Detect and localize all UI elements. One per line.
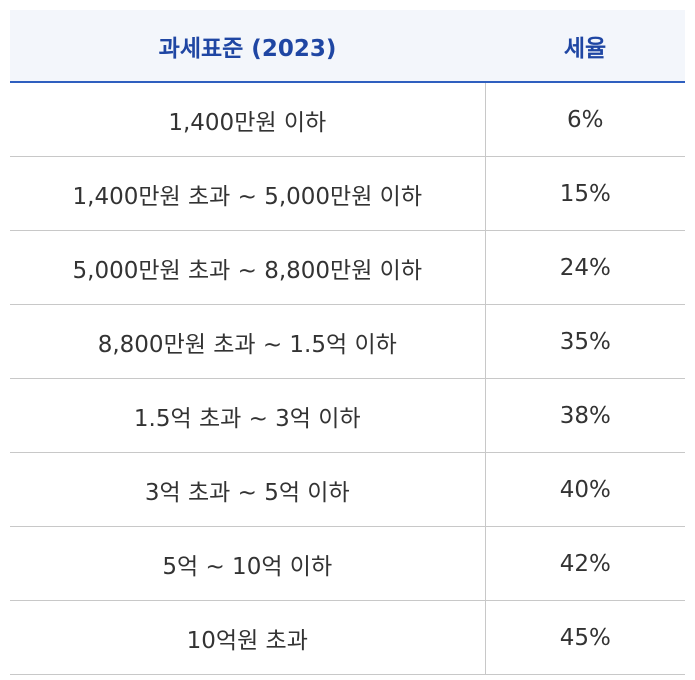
table-row: 1,400만원 이하 6% xyxy=(10,82,685,157)
tax-bracket: 5억 ~ 10억 이하 xyxy=(10,526,486,601)
tax-rate: 38% xyxy=(485,378,685,453)
table-row: 8,800만원 초과 ~ 1.5억 이하 35% xyxy=(10,304,685,379)
table-row: 10억원 초과 45% xyxy=(10,600,685,675)
tax-rate: 6% xyxy=(485,82,685,157)
tax-bracket: 10억원 초과 xyxy=(10,600,486,675)
tax-bracket: 3억 초과 ~ 5억 이하 xyxy=(10,452,486,527)
tax-rate: 42% xyxy=(485,526,685,601)
tax-rate: 35% xyxy=(485,304,685,379)
tax-bracket: 5,000만원 초과 ~ 8,800만원 이하 xyxy=(10,230,486,305)
tax-bracket: 1.5억 초과 ~ 3억 이하 xyxy=(10,378,486,453)
tax-bracket: 8,800만원 초과 ~ 1.5억 이하 xyxy=(10,304,486,379)
table-body: 1,400만원 이하 6% 1,400만원 초과 ~ 5,000만원 이하 15% 5,… xyxy=(10,82,685,675)
table-row: 1.5억 초과 ~ 3억 이하 38% xyxy=(10,378,685,453)
tax-rate: 15% xyxy=(485,156,685,231)
tax-table-container: 과세표준 (2023) 세율 1,400만원 이하 6% 1,400만원 초과 ~ 5… xyxy=(10,10,685,675)
table-row: 3억 초과 ~ 5억 이하 40% xyxy=(10,452,685,527)
table-row: 5억 ~ 10억 이하 42% xyxy=(10,526,685,601)
header-cell: 세율 xyxy=(485,10,685,83)
header-cell: 과세표준 (2023) xyxy=(10,10,485,83)
tax-bracket: 1,400만원 초과 ~ 5,000만원 이하 xyxy=(10,156,486,231)
table-row: 1,400만원 초과 ~ 5,000만원 이하 15% xyxy=(10,156,685,231)
tax-rate-table: 과세표준 (2023) 세율 1,400만원 이하 6% 1,400만원 초과 ~ 5… xyxy=(10,10,685,675)
header-row: 과세표준 (2023) 세율 xyxy=(10,10,685,83)
tax-rate: 24% xyxy=(485,230,685,305)
table-row: 5,000만원 초과 ~ 8,800만원 이하 24% xyxy=(10,230,685,305)
tax-rate: 45% xyxy=(485,600,685,675)
tax-rate: 40% xyxy=(485,452,685,527)
tax-bracket: 1,400만원 이하 xyxy=(10,82,486,157)
